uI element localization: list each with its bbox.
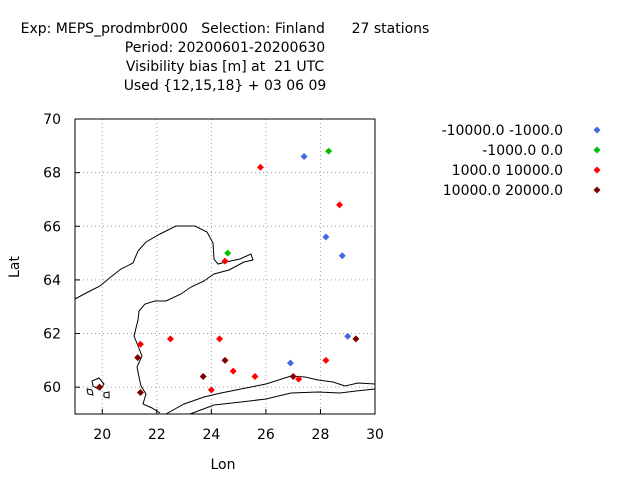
legend-marker: [593, 186, 601, 194]
data-point-series-4: [199, 372, 207, 380]
x-tick-label: 26: [257, 427, 275, 443]
chart-title: Exp: MEPS_prodmbr000 Selection: Finland …: [0, 20, 450, 96]
data-point-series-3: [229, 367, 237, 375]
data-point-series-3: [336, 201, 344, 209]
y-tick-label: 62: [43, 327, 61, 343]
x-tick-label: 20: [93, 427, 111, 443]
grid: [75, 119, 375, 414]
title-line-4: Used {12,15,18} + 03 06 09: [123, 78, 327, 94]
y-tick-label: 64: [43, 273, 61, 289]
data-point-series-1: [344, 332, 352, 340]
legend: -10000.0 -1000.0 -1000.0 0.0 1000.0 10000.…: [442, 123, 601, 199]
legend-label: 1000.0 10000.0: [452, 163, 563, 179]
data-point-series-3: [221, 257, 229, 265]
coastline-gulf-of-bothnia: [74, 225, 254, 414]
data-point-series-4: [136, 389, 144, 397]
coastline-gulf-of-finland: [165, 375, 376, 415]
data-point-series-4: [352, 335, 360, 343]
x-tick-label: 24: [202, 427, 220, 443]
data-point-series-3: [256, 163, 264, 171]
y-tick-label: 68: [43, 166, 61, 182]
data-point-series-3: [251, 372, 259, 380]
x-tick-label: 28: [312, 427, 330, 443]
data-point-series-4: [289, 372, 297, 380]
y-tick-label: 60: [43, 380, 61, 396]
data-point-series-1: [286, 359, 294, 367]
y-axis-ticks: 60 62 64 66 68 70: [43, 112, 80, 396]
legend-label: -1000.0 0.0: [482, 143, 563, 159]
data-points: [96, 147, 360, 397]
y-tick-label: 70: [43, 112, 61, 128]
data-point-series-1: [338, 252, 346, 260]
y-tick-label: 66: [43, 219, 61, 235]
title-line-1: Exp: MEPS_prodmbr000 Selection: Finland …: [20, 21, 430, 37]
x-tick-label: 22: [148, 427, 166, 443]
data-point-series-2: [325, 147, 333, 155]
data-point-series-3: [136, 340, 144, 348]
legend-marker: [593, 166, 601, 174]
legend-marker: [593, 126, 601, 134]
data-point-series-3: [216, 335, 224, 343]
data-point-series-4: [96, 383, 104, 391]
legend-label: 10000.0 20000.0: [443, 183, 563, 199]
data-point-series-1: [300, 153, 308, 161]
legend-marker: [593, 146, 601, 154]
data-point-series-4: [221, 356, 229, 364]
data-point-series-3: [207, 386, 215, 394]
coastline-estonia: [189, 388, 376, 415]
data-point-series-3: [295, 375, 303, 383]
data-point-series-1: [322, 233, 330, 241]
data-point-series-4: [134, 354, 142, 362]
y-axis-label: Lat: [7, 256, 23, 278]
x-axis-ticks: 20 22 24 26 28 30: [93, 409, 384, 443]
plot-frame: [74, 118, 376, 415]
x-axis-label: Lon: [211, 457, 236, 473]
legend-label: -10000.0 -1000.0: [442, 123, 563, 139]
x-tick-label: 30: [366, 427, 384, 443]
data-point-series-2: [224, 249, 232, 257]
title-line-2: Period: 20200601-20200630: [124, 40, 326, 56]
coastline: [74, 225, 376, 415]
data-point-series-3: [322, 356, 330, 364]
title-line-3: Visibility bias [m] at 21 UTC: [125, 59, 325, 75]
data-point-series-3: [166, 335, 174, 343]
